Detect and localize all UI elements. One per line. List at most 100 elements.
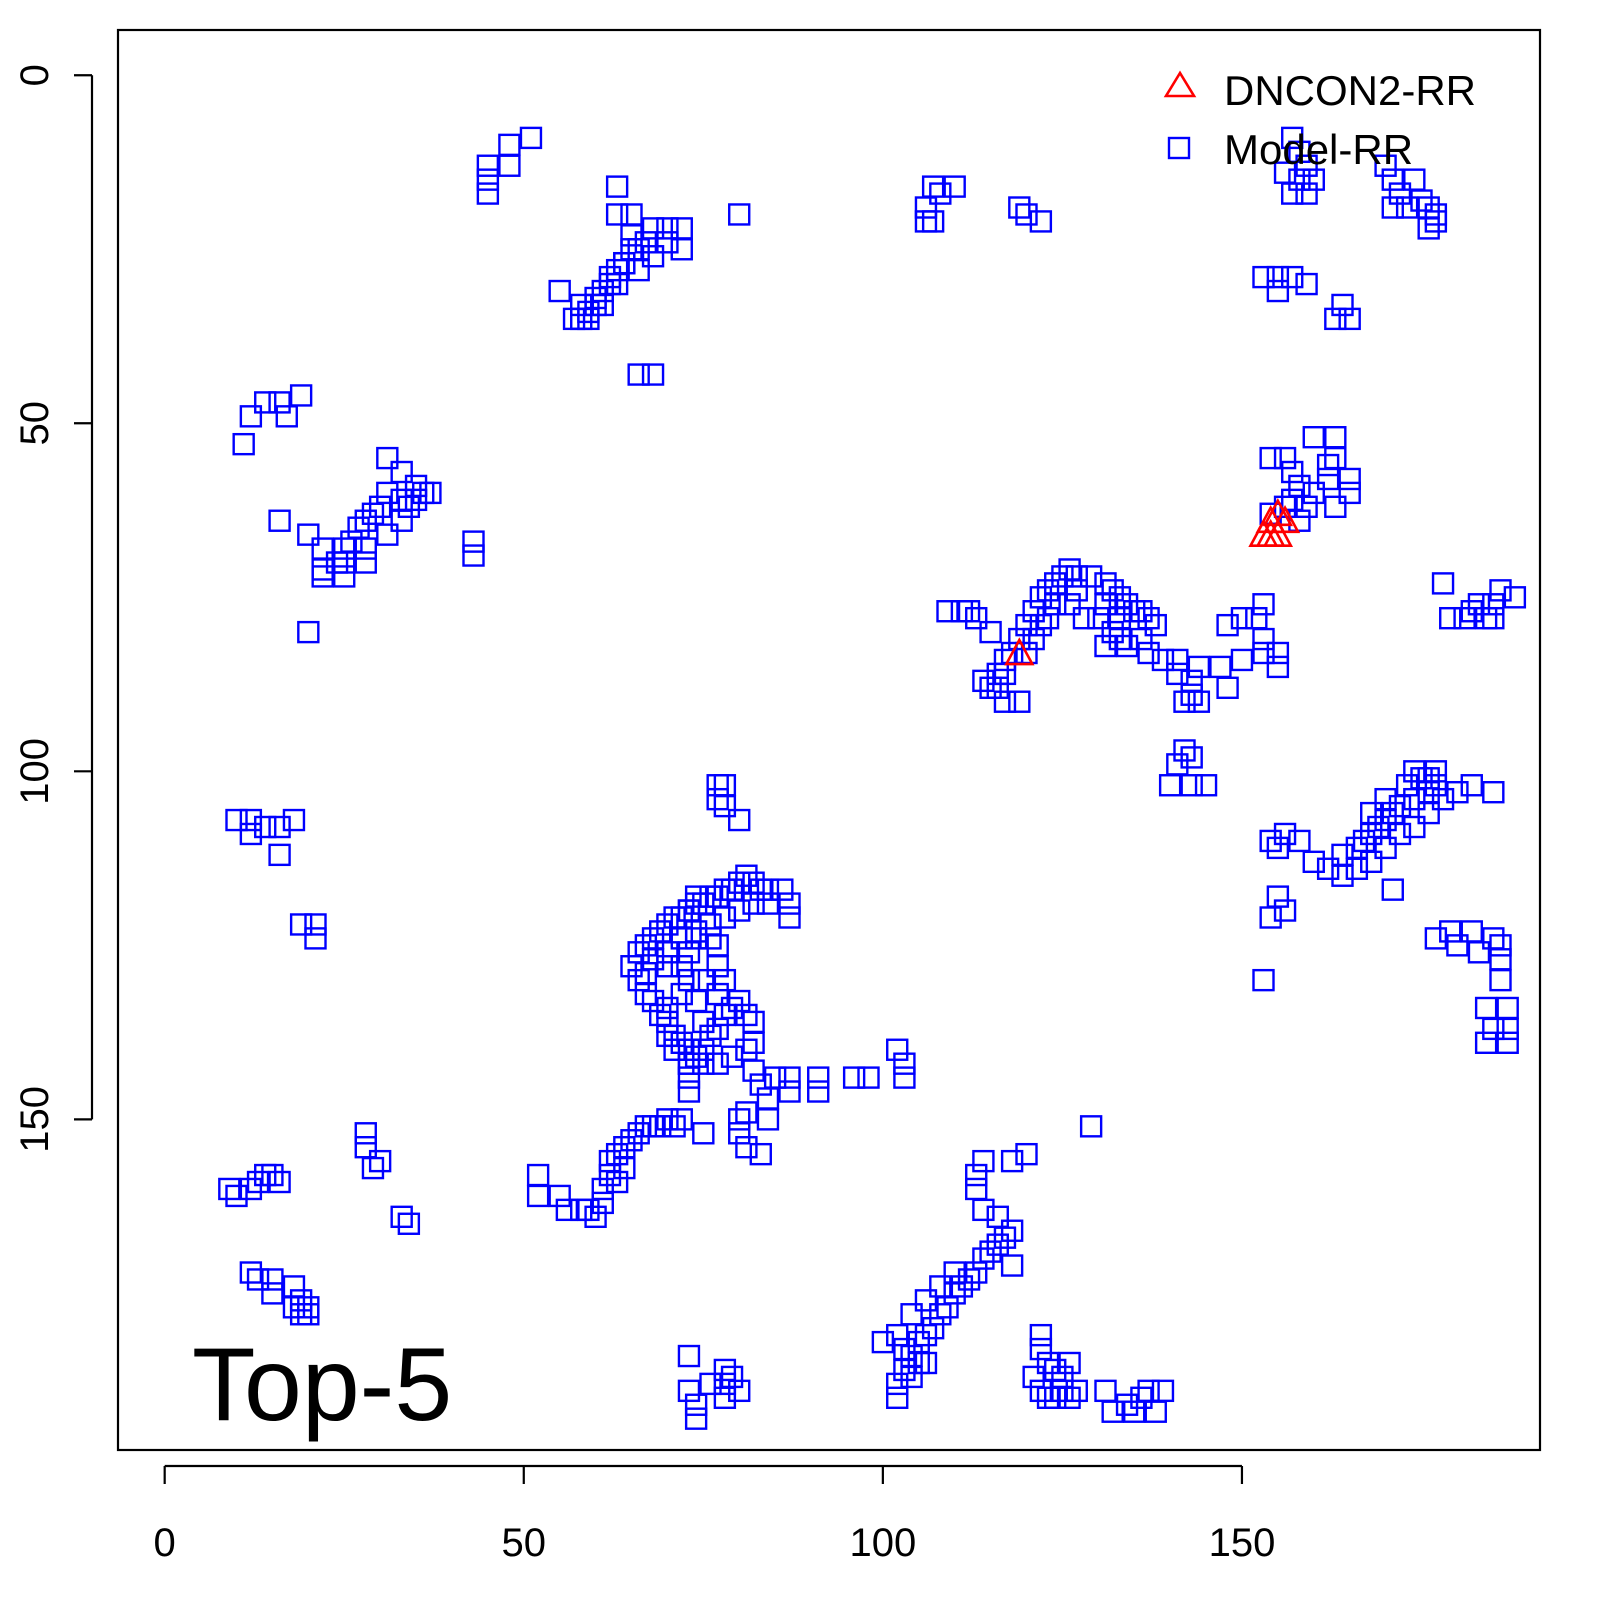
point-model-rr-200 bbox=[1281, 182, 1304, 205]
point-model-rr-239 bbox=[1345, 857, 1369, 880]
point-model-rr-289 bbox=[699, 885, 722, 908]
point-model-rr-376 bbox=[670, 1108, 693, 1131]
point-model-rr-67 bbox=[311, 558, 334, 581]
point-model-rr-159 bbox=[1094, 634, 1117, 658]
point-model-rr-9 bbox=[620, 224, 643, 247]
point-model-rr-156 bbox=[1101, 620, 1124, 644]
point-model-rr-417 bbox=[239, 1261, 263, 1284]
point-model-rr-338 bbox=[677, 968, 701, 992]
point-model-rr-471 bbox=[1036, 1386, 1060, 1409]
point-model-rr-282 bbox=[649, 920, 672, 943]
point-model-rr-17 bbox=[570, 307, 593, 331]
point-model-rr-423 bbox=[297, 1296, 320, 1319]
point-model-rr-334 bbox=[663, 1038, 686, 1061]
point-model-rr-15 bbox=[584, 293, 607, 317]
point-model-rr-408 bbox=[254, 1163, 277, 1187]
point-model-rr-329 bbox=[735, 1038, 758, 1061]
point-model-rr-487 bbox=[684, 1393, 708, 1416]
legend-label-dncon2-rr: DNCON2-RR bbox=[1224, 67, 1476, 114]
point-model-rr-249 bbox=[1482, 781, 1505, 804]
point-model-rr-205 bbox=[1395, 196, 1419, 219]
point-model-rr-136 bbox=[1216, 613, 1239, 637]
point-model-rr-152 bbox=[1058, 593, 1081, 616]
point-model-rr-298 bbox=[771, 878, 794, 901]
point-model-rr-293 bbox=[728, 871, 751, 894]
point-model-rr-231 bbox=[1367, 815, 1390, 839]
point-model-rr-155 bbox=[1087, 606, 1110, 630]
point-model-rr-115 bbox=[1101, 579, 1124, 602]
point-model-rr-43 bbox=[921, 210, 945, 233]
point-dncon2-rr-6 bbox=[1248, 518, 1279, 548]
point-model-rr-307 bbox=[670, 927, 693, 950]
point-dncon2-rr-0 bbox=[1004, 637, 1035, 666]
point-model-rr-227 bbox=[1403, 787, 1426, 811]
point-model-rr-286 bbox=[677, 899, 701, 922]
point-model-rr-203 bbox=[1381, 168, 1404, 191]
point-model-rr-277 bbox=[1496, 1031, 1519, 1054]
point-model-rr-149 bbox=[1029, 613, 1053, 637]
point-model-rr-1 bbox=[476, 168, 500, 191]
point-model-rr-204 bbox=[1388, 182, 1412, 205]
point-model-rr-409 bbox=[261, 1163, 284, 1187]
point-model-rr-142 bbox=[1245, 606, 1268, 630]
point-model-rr-97 bbox=[965, 606, 988, 630]
point-model-rr-305 bbox=[699, 913, 722, 936]
point-model-rr-400 bbox=[649, 1115, 672, 1138]
point-model-rr-90 bbox=[268, 843, 291, 867]
point-model-rr-213 bbox=[1431, 572, 1455, 595]
point-model-rr-240 bbox=[1360, 850, 1383, 874]
point-model-rr-45 bbox=[1008, 196, 1031, 219]
point-model-rr-111 bbox=[1058, 558, 1081, 581]
point-model-rr-170 bbox=[1281, 460, 1304, 484]
point-model-rr-319 bbox=[684, 1045, 708, 1068]
point-model-rr-306 bbox=[684, 920, 708, 943]
point-model-rr-437 bbox=[972, 1247, 995, 1270]
point-model-rr-180 bbox=[1338, 481, 1361, 505]
point-model-rr-301 bbox=[756, 892, 780, 915]
point-model-rr-457 bbox=[907, 1351, 930, 1375]
point-model-rr-354 bbox=[713, 774, 737, 797]
point-model-rr-270 bbox=[1489, 948, 1512, 971]
point-model-rr-63 bbox=[347, 516, 370, 539]
point-model-rr-415 bbox=[390, 1205, 413, 1229]
point-model-rr-359 bbox=[677, 1066, 701, 1089]
point-model-rr-268 bbox=[1482, 927, 1505, 950]
point-model-rr-455 bbox=[871, 1330, 895, 1354]
point-model-rr-271 bbox=[1489, 968, 1512, 992]
y-tick-label-0: 0 bbox=[13, 64, 57, 86]
point-model-rr-288 bbox=[692, 892, 715, 915]
point-model-rr-163 bbox=[1180, 746, 1203, 769]
point-model-rr-211 bbox=[1424, 210, 1448, 233]
point-model-rr-218 bbox=[1489, 579, 1512, 602]
point-model-rr-390 bbox=[591, 1191, 614, 1215]
point-model-rr-337 bbox=[670, 982, 693, 1006]
point-model-rr-489 bbox=[699, 1372, 722, 1396]
point-model-rr-367 bbox=[728, 1122, 751, 1145]
point-model-rr-483 bbox=[1151, 1379, 1175, 1403]
x-tick-label-150: 150 bbox=[1209, 1521, 1276, 1565]
point-model-rr-464 bbox=[1036, 1351, 1060, 1375]
point-model-rr-386 bbox=[555, 1198, 579, 1222]
legend-marker-model-rr bbox=[1167, 136, 1191, 160]
point-model-rr-39 bbox=[921, 175, 945, 198]
point-model-rr-374 bbox=[807, 1080, 830, 1103]
point-model-rr-276 bbox=[1474, 1031, 1498, 1054]
point-model-rr-465 bbox=[1044, 1358, 1067, 1382]
point-model-rr-138 bbox=[1252, 641, 1275, 665]
point-model-rr-315 bbox=[656, 1010, 679, 1034]
point-model-rr-494 bbox=[728, 1379, 751, 1403]
point-model-rr-222 bbox=[1474, 606, 1498, 630]
point-model-rr-281 bbox=[641, 927, 665, 950]
point-model-rr-431 bbox=[929, 1303, 952, 1326]
point-model-rr-12 bbox=[605, 258, 629, 282]
x-tick-label-50: 50 bbox=[502, 1521, 547, 1565]
point-model-rr-433 bbox=[943, 1282, 966, 1305]
point-model-rr-410 bbox=[268, 1170, 291, 1194]
point-model-rr-185 bbox=[1324, 446, 1347, 470]
point-model-rr-287 bbox=[684, 892, 708, 915]
point-model-rr-330 bbox=[720, 1045, 744, 1068]
point-model-rr-60 bbox=[368, 495, 392, 519]
point-model-rr-466 bbox=[1051, 1365, 1074, 1389]
point-model-rr-264 bbox=[1439, 920, 1462, 943]
